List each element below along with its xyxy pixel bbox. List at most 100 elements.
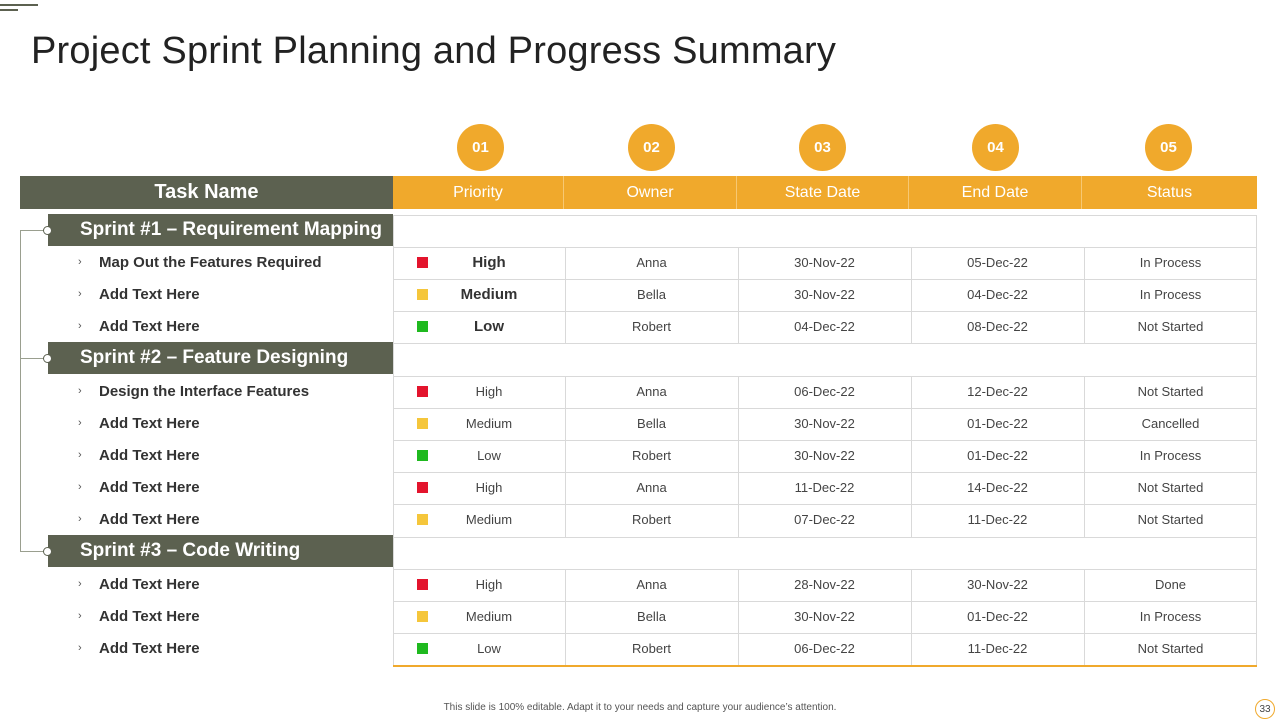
- row-divider: [393, 537, 1257, 538]
- owner-cell: Anna: [636, 255, 667, 270]
- task-name: Add Text Here: [99, 285, 200, 303]
- tree-branch: [20, 230, 48, 231]
- start-cell: 06-Dec-22: [794, 384, 855, 399]
- row-divider: [393, 633, 1257, 634]
- row-divider: [393, 343, 1257, 344]
- end-cell: 11-Dec-22: [967, 512, 1028, 527]
- task-row: › Add Text Here: [78, 310, 200, 342]
- end-cell: 12-Dec-22: [967, 384, 1028, 399]
- column-number-badge: 03: [799, 124, 846, 171]
- status-cell: In Process: [1139, 448, 1202, 463]
- column-divider: [738, 247, 739, 343]
- task-name: Add Text Here: [99, 639, 200, 657]
- page-number: 33: [1255, 699, 1275, 719]
- end-cell: 01-Dec-22: [967, 609, 1028, 624]
- task-row: › Add Text Here: [78, 600, 200, 632]
- tree-connector: [20, 230, 21, 552]
- status-cell: Not Started: [1137, 641, 1204, 656]
- task-name: Add Text Here: [99, 317, 200, 335]
- status-cell: Not Started: [1137, 480, 1204, 495]
- column-divider: [1084, 376, 1085, 537]
- end-cell: 01-Dec-22: [967, 416, 1028, 431]
- column-divider: [738, 569, 739, 666]
- status-cell: Cancelled: [1141, 416, 1200, 431]
- priority-medium-icon: [417, 289, 428, 300]
- priority-low-icon: [417, 321, 428, 332]
- task-name: Design the Interface Features: [99, 382, 310, 400]
- priority-header: Priority: [393, 176, 564, 209]
- priority-high-icon: [417, 386, 428, 397]
- column-divider: [565, 569, 566, 666]
- priority-high-icon: [417, 482, 428, 493]
- owner-cell: Anna: [636, 577, 667, 592]
- priority-cell: Medium: [465, 512, 513, 527]
- priority-medium-icon: [417, 514, 428, 525]
- owner-cell: Bella: [637, 609, 666, 624]
- owner-cell: Robert: [631, 448, 672, 463]
- tree-node-dot: [43, 226, 52, 235]
- owner-cell: Anna: [636, 480, 667, 495]
- end-cell: 14-Dec-22: [967, 480, 1028, 495]
- end-cell: 30-Nov-22: [967, 577, 1028, 592]
- task-row: › Map Out the Features Required: [78, 246, 322, 278]
- column-number-badge: 01: [457, 124, 504, 171]
- owner-cell: Robert: [631, 319, 672, 334]
- task-name: Add Text Here: [99, 478, 200, 496]
- task-name-header: Task Name: [20, 176, 393, 209]
- start-cell: 30-Nov-22: [794, 255, 855, 270]
- chevron-right-icon: ›: [78, 578, 82, 590]
- task-row: › Add Text Here: [78, 407, 200, 439]
- tree-node-dot: [43, 547, 52, 556]
- task-row: › Add Text Here: [78, 471, 200, 503]
- start-date-header: State Date: [737, 176, 909, 209]
- column-divider: [738, 376, 739, 537]
- priority-high-icon: [417, 579, 428, 590]
- task-name: Add Text Here: [99, 575, 200, 593]
- status-cell: In Process: [1139, 287, 1202, 302]
- status-cell: In Process: [1139, 609, 1202, 624]
- corner-decoration-short: [0, 9, 18, 11]
- owner-cell: Anna: [636, 384, 667, 399]
- start-cell: 28-Nov-22: [794, 577, 855, 592]
- priority-cell: Medium: [460, 286, 518, 303]
- owner-cell: Robert: [631, 641, 672, 656]
- chevron-right-icon: ›: [78, 256, 82, 268]
- start-cell: 30-Nov-22: [794, 287, 855, 302]
- chevron-right-icon: ›: [78, 417, 82, 429]
- start-cell: 30-Nov-22: [794, 448, 855, 463]
- task-name: Add Text Here: [99, 607, 200, 625]
- owner-cell: Bella: [637, 416, 666, 431]
- start-cell: 30-Nov-22: [794, 609, 855, 624]
- priority-cell: High: [475, 384, 503, 399]
- row-divider: [393, 311, 1257, 312]
- priority-medium-icon: [417, 611, 428, 622]
- column-divider: [911, 376, 912, 537]
- task-row: › Add Text Here: [78, 503, 200, 535]
- status-cell: Not Started: [1137, 512, 1204, 527]
- task-name: Map Out the Features Required: [99, 253, 322, 271]
- start-cell: 06-Dec-22: [794, 641, 855, 656]
- priority-cell: Low: [474, 318, 504, 335]
- start-cell: 04-Dec-22: [794, 319, 855, 334]
- tree-branch: [20, 358, 48, 359]
- start-cell: 07-Dec-22: [794, 512, 855, 527]
- page-title: Project Sprint Planning and Progress Sum…: [31, 30, 837, 72]
- priority-high-icon: [417, 257, 428, 268]
- chevron-right-icon: ›: [78, 481, 82, 493]
- end-cell: 11-Dec-22: [967, 641, 1028, 656]
- task-name: Add Text Here: [99, 446, 200, 464]
- chevron-right-icon: ›: [78, 320, 82, 332]
- end-date-header: End Date: [909, 176, 1082, 209]
- task-row: › Add Text Here: [78, 439, 200, 471]
- priority-medium-icon: [417, 418, 428, 429]
- end-cell: 04-Dec-22: [967, 287, 1028, 302]
- column-divider: [911, 569, 912, 666]
- column-divider: [1084, 247, 1085, 343]
- column-divider: [565, 247, 566, 343]
- owner-cell: Robert: [631, 512, 672, 527]
- task-row: › Add Text Here: [78, 278, 200, 310]
- priority-cell: Medium: [465, 609, 513, 624]
- priority-cell: Medium: [465, 416, 513, 431]
- column-number-badge: 05: [1145, 124, 1192, 171]
- chevron-right-icon: ›: [78, 610, 82, 622]
